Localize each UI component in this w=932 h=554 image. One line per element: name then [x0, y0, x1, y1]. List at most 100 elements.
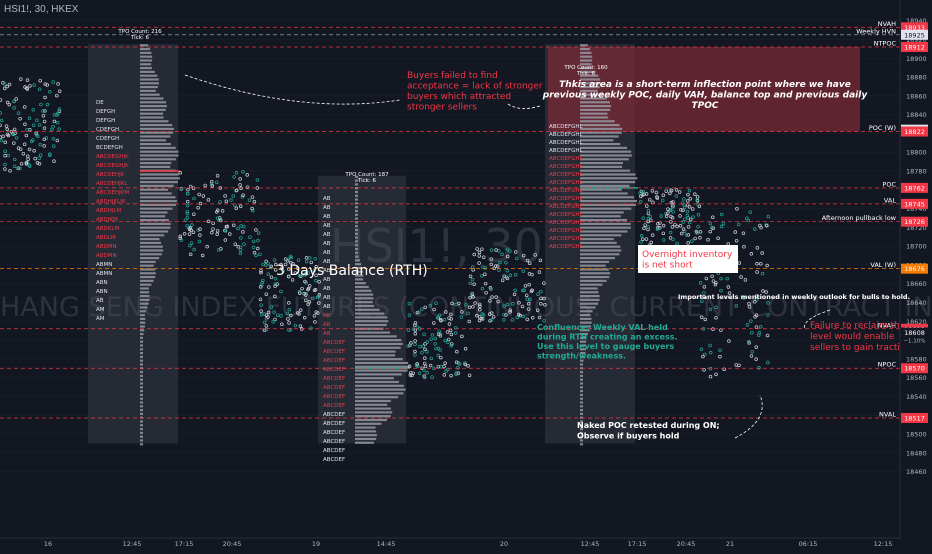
tpo-dot — [273, 277, 278, 281]
tpo-dot — [755, 294, 759, 298]
tpo-dot — [314, 265, 318, 269]
tpo-bar — [580, 192, 628, 195]
tpo-dot — [16, 111, 21, 115]
tpo-bar — [355, 308, 380, 311]
tpo-letter-row: AM — [96, 307, 105, 313]
tpo-dot — [520, 304, 525, 309]
tpo-dot — [179, 186, 183, 191]
tpo-dot — [188, 184, 193, 189]
tpo-dot — [262, 328, 267, 333]
tpo-dot — [190, 223, 194, 227]
tpo-bar — [140, 348, 143, 351]
annotation-text: 3 Days Balance (RTH) — [276, 263, 428, 279]
tpo-bar — [140, 294, 150, 298]
tpo-dot — [438, 348, 442, 352]
tpo-dot — [42, 137, 47, 142]
tpo-dot — [314, 310, 318, 314]
tpo-dot — [285, 311, 290, 316]
tpo-dot — [450, 342, 454, 346]
tpo-dot — [682, 197, 686, 201]
tpo-bar — [355, 175, 358, 178]
tpo-bar — [140, 386, 143, 389]
price-label: 18912 — [901, 42, 928, 52]
tpo-dot — [238, 204, 243, 208]
annotation-line: level would enable — [810, 332, 895, 342]
tpo-bar — [140, 44, 149, 47]
tpo-dot — [714, 372, 718, 377]
price-label-bg — [901, 216, 928, 227]
tpo-bar — [580, 139, 614, 142]
tpo-dot — [644, 237, 649, 241]
tpo-dot — [260, 280, 264, 285]
tpo-dot — [422, 332, 426, 337]
tpo-dot — [27, 147, 32, 152]
tpo-dot — [478, 304, 482, 308]
tpo-bar — [580, 249, 622, 252]
tpo-dot — [14, 97, 18, 101]
tpo-bar — [580, 215, 621, 218]
tpo-dot — [648, 197, 652, 202]
tpo-dot — [52, 159, 56, 163]
annotation-line: Observe if buyers hold — [577, 432, 680, 441]
tpo-letter-row: AB — [323, 259, 331, 265]
tpo-letter-row: ABDHJLM — [96, 208, 122, 214]
tpo-letter-row: DE — [96, 100, 104, 106]
tpo-bar — [580, 199, 637, 203]
tpo-bar — [140, 82, 159, 85]
tpo-bar — [355, 327, 384, 330]
tpo-dot — [494, 248, 498, 252]
tpo-dot — [703, 317, 708, 322]
tpo-dot — [432, 307, 436, 312]
tpo-dot — [312, 314, 317, 318]
tpo-dot — [14, 136, 19, 140]
tpo-dot — [306, 287, 310, 292]
tpo-dot — [470, 277, 475, 282]
tpo-dot — [316, 301, 321, 305]
tpo-bar — [140, 74, 158, 77]
tpo-bar — [580, 158, 629, 161]
tpo-dot — [749, 319, 753, 323]
tpo-dot — [289, 313, 293, 318]
y-tick-label: 18840 — [906, 111, 927, 119]
tpo-dot — [254, 228, 258, 232]
tpo-dot — [258, 285, 263, 289]
tpo-dot — [467, 319, 471, 324]
symbol-title[interactable]: HSI1!, 30, HKEX — [4, 4, 79, 15]
tpo-dot — [280, 266, 284, 271]
tpo-dot — [215, 232, 219, 237]
price-label: 18822 — [901, 126, 928, 137]
tpo-dot — [743, 278, 748, 282]
tpo-bar — [140, 287, 149, 290]
price-label: 18933 — [901, 22, 928, 33]
tpo-dot — [6, 153, 10, 158]
tpo-dot — [758, 324, 763, 329]
tpo-dot — [542, 318, 546, 323]
tpo-dot — [439, 365, 443, 369]
annotation-text: Confluence: Weekly VAL held during RTH cr… — [537, 323, 678, 361]
tpo-letter-row: CDEFGH — [96, 127, 119, 133]
tpo-dot — [211, 221, 215, 225]
tpo-dot — [464, 302, 468, 307]
tpo-dot — [677, 190, 682, 194]
tpo-dot — [312, 268, 317, 273]
tpo-bar — [140, 378, 143, 381]
tpo-bar — [355, 354, 396, 357]
tpo-dot — [5, 84, 9, 89]
tpo-dot — [286, 317, 290, 321]
tpo-dot — [413, 321, 418, 325]
tpo-dot — [521, 253, 526, 258]
tpo-dot — [691, 207, 695, 211]
tpo-dot — [236, 226, 240, 231]
tpo-bar — [355, 342, 403, 346]
tpo-bar — [355, 403, 388, 406]
tpo-dot — [726, 285, 731, 289]
tpo-dot — [12, 106, 16, 110]
watermark: HSI1!, 30 HANG SENG INDEX FUTURES (CONTIN… — [0, 219, 932, 323]
tpo-dot — [687, 188, 692, 193]
tpo-dot — [423, 342, 427, 346]
tpo-dot — [418, 344, 422, 349]
tpo-dot — [539, 301, 543, 306]
tpo-bar — [580, 97, 607, 100]
